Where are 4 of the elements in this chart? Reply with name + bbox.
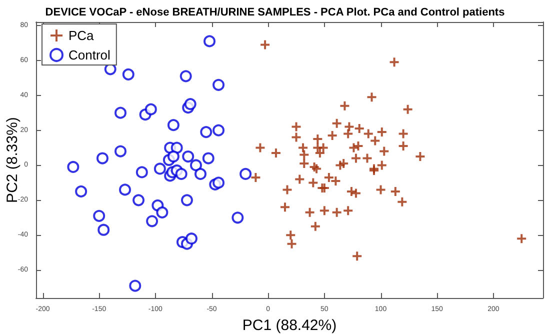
legend-label: Control xyxy=(68,48,111,62)
legend-label: PCa xyxy=(68,28,95,43)
x-axis-title: PC1 (88.42%) xyxy=(242,317,337,334)
chart-title: DEVICE VOCaP - eNose BREATH/URINE SAMPLES - PCA Plot. PCa and Control patients xyxy=(45,6,505,18)
